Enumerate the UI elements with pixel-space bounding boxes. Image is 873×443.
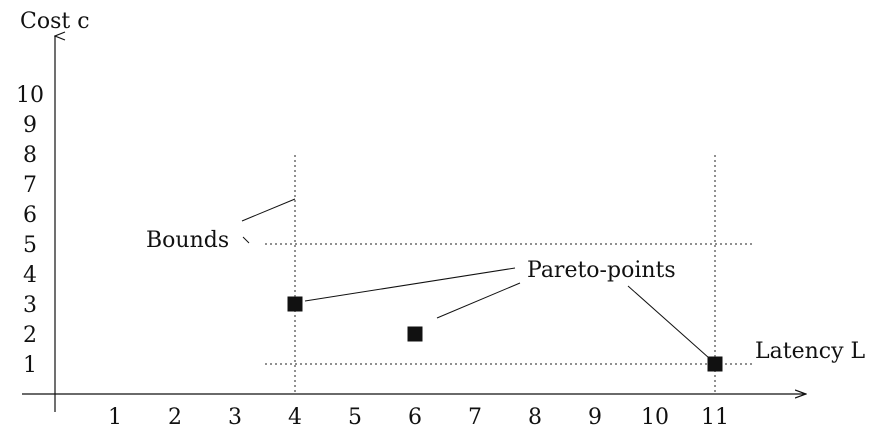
x-tick-label: 8 [528, 405, 542, 430]
x-tick-label: 6 [408, 405, 422, 430]
y-tick-label: 3 [23, 293, 37, 318]
y-tick-label: 8 [23, 143, 37, 168]
y-tick-label: 2 [23, 323, 37, 348]
x-tick-label: 11 [701, 405, 729, 430]
pareto-points-label: Pareto-points [527, 258, 676, 283]
y-tick-label: 6 [23, 203, 37, 228]
x-tick-label: 5 [348, 405, 362, 430]
x-tick-label: 4 [288, 405, 302, 430]
y-tick-label: 5 [23, 233, 37, 258]
y-axis-label: Cost c [20, 9, 90, 34]
x-tick-label: 1 [108, 405, 122, 430]
pareto-point [287, 296, 303, 312]
bounds-leader-line [242, 236, 250, 244]
pareto-point [407, 326, 423, 342]
bounds-label: Bounds [146, 228, 229, 253]
pareto-leader-line [627, 285, 710, 359]
y-tick-label: 1 [23, 353, 37, 378]
bounds-leader-line [241, 198, 296, 222]
x-axis-label: Latency L [755, 339, 865, 364]
x-tick-label: 3 [228, 405, 242, 430]
x-tick-label: 10 [641, 405, 669, 430]
y-tick-label: 7 [23, 173, 37, 198]
pareto-leader-line [304, 267, 516, 302]
pareto-leader-line [436, 282, 521, 319]
y-tick-label: 9 [23, 113, 37, 138]
x-tick-label: 2 [168, 405, 182, 430]
x-tick-label: 7 [468, 405, 482, 430]
x-tick-label: 9 [588, 405, 602, 430]
pareto-point [707, 356, 723, 372]
y-tick-label: 4 [23, 263, 37, 288]
y-tick-label: 10 [16, 83, 44, 108]
